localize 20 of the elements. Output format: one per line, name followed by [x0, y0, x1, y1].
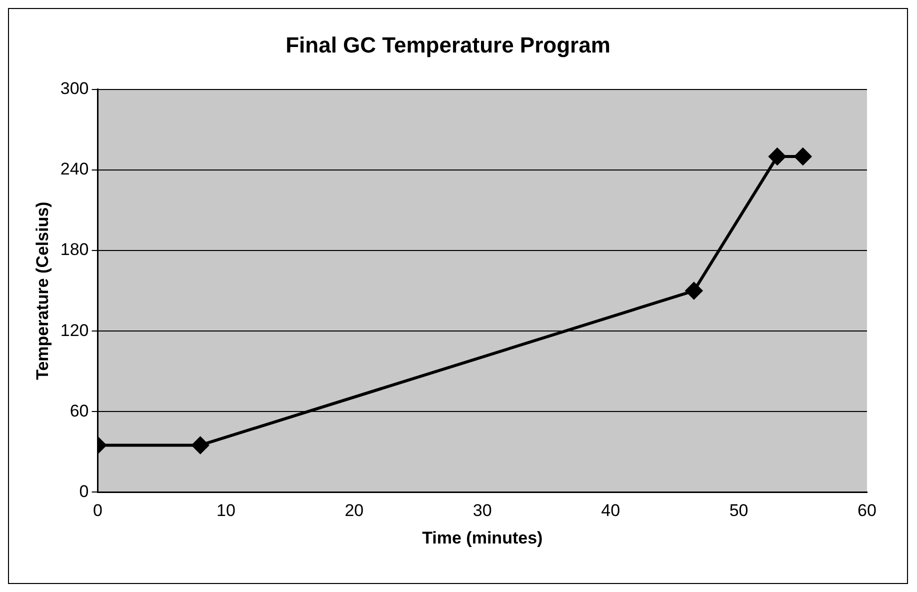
point — [794, 148, 812, 166]
x-tick-label: 60 — [858, 501, 876, 520]
x-tick-label: 30 — [472, 501, 492, 520]
x-tick-label: 40 — [601, 501, 620, 520]
point — [192, 436, 209, 454]
point — [768, 148, 786, 166]
y-tick-label: 60 — [70, 401, 89, 420]
x-axis-title: Time (minutes) — [422, 528, 543, 548]
y-tick-label: 120 — [60, 320, 89, 340]
x-tick-label: 0 — [93, 501, 102, 520]
x-tick-label: 10 — [216, 501, 236, 520]
point — [685, 282, 702, 300]
y-tick-label: 0 — [79, 482, 89, 501]
x-tick-label: 50 — [729, 501, 748, 520]
y-axis-title: Temperature (Celsius) — [32, 202, 52, 380]
y-tick-label: 240 — [60, 160, 89, 179]
y-tick-label: 300 — [60, 79, 89, 98]
x-tick-label: 20 — [344, 501, 364, 520]
chart-title: Final GC Temperature Program — [286, 32, 610, 58]
y-tick-label: 180 — [60, 240, 89, 260]
